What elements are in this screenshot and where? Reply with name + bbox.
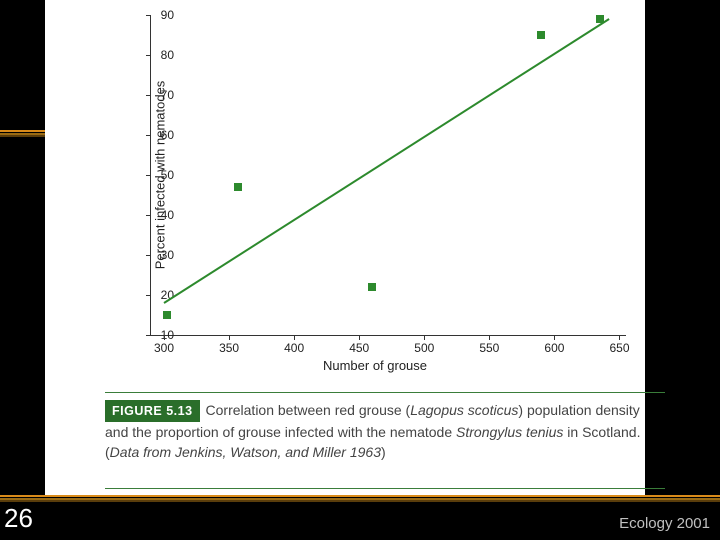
x-tick-label: 550 xyxy=(479,341,499,355)
x-tick-label: 500 xyxy=(414,341,434,355)
y-tick-label: 90 xyxy=(161,8,174,22)
scatter-chart: Percent infected with nematodes 10203040… xyxy=(115,10,635,360)
caption-rule-bottom xyxy=(105,488,665,489)
y-tick-label: 40 xyxy=(161,208,174,222)
trend-line xyxy=(163,18,609,304)
bottom-accent xyxy=(0,495,720,502)
y-tick-label: 80 xyxy=(161,48,174,62)
footer-text: Ecology 2001 xyxy=(619,515,710,532)
x-tick-label: 350 xyxy=(219,341,239,355)
y-tick-label: 60 xyxy=(161,128,174,142)
slide: Percent infected with nematodes 10203040… xyxy=(0,0,720,540)
x-tick-label: 600 xyxy=(544,341,564,355)
species-name-2: Strongylus tenius xyxy=(456,424,563,440)
figure-label: FIGURE 5.13 xyxy=(105,400,200,422)
data-point xyxy=(234,183,242,191)
side-accent xyxy=(0,130,45,137)
data-point xyxy=(537,31,545,39)
y-tick-label: 70 xyxy=(161,88,174,102)
x-tick-label: 300 xyxy=(154,341,174,355)
y-tick-label: 50 xyxy=(161,168,174,182)
page-number: 26 xyxy=(4,503,33,534)
x-tick-label: 400 xyxy=(284,341,304,355)
data-point xyxy=(163,311,171,319)
x-axis-title: Number of grouse xyxy=(323,358,427,373)
data-source: Data from Jenkins, Watson, and Miller 19… xyxy=(110,444,381,460)
x-tick-label: 650 xyxy=(609,341,629,355)
species-name-1: Lagopus scoticus xyxy=(410,402,518,418)
y-tick-label: 30 xyxy=(161,248,174,262)
data-point xyxy=(596,15,604,23)
data-point xyxy=(368,283,376,291)
x-tick-label: 450 xyxy=(349,341,369,355)
plot-region: 1020304050607080903003504004505005506006… xyxy=(150,15,626,336)
figure-caption: FIGURE 5.13Correlation between red grous… xyxy=(105,400,665,463)
figure-panel: Percent infected with nematodes 10203040… xyxy=(45,0,645,495)
caption-rule-top xyxy=(105,392,665,393)
